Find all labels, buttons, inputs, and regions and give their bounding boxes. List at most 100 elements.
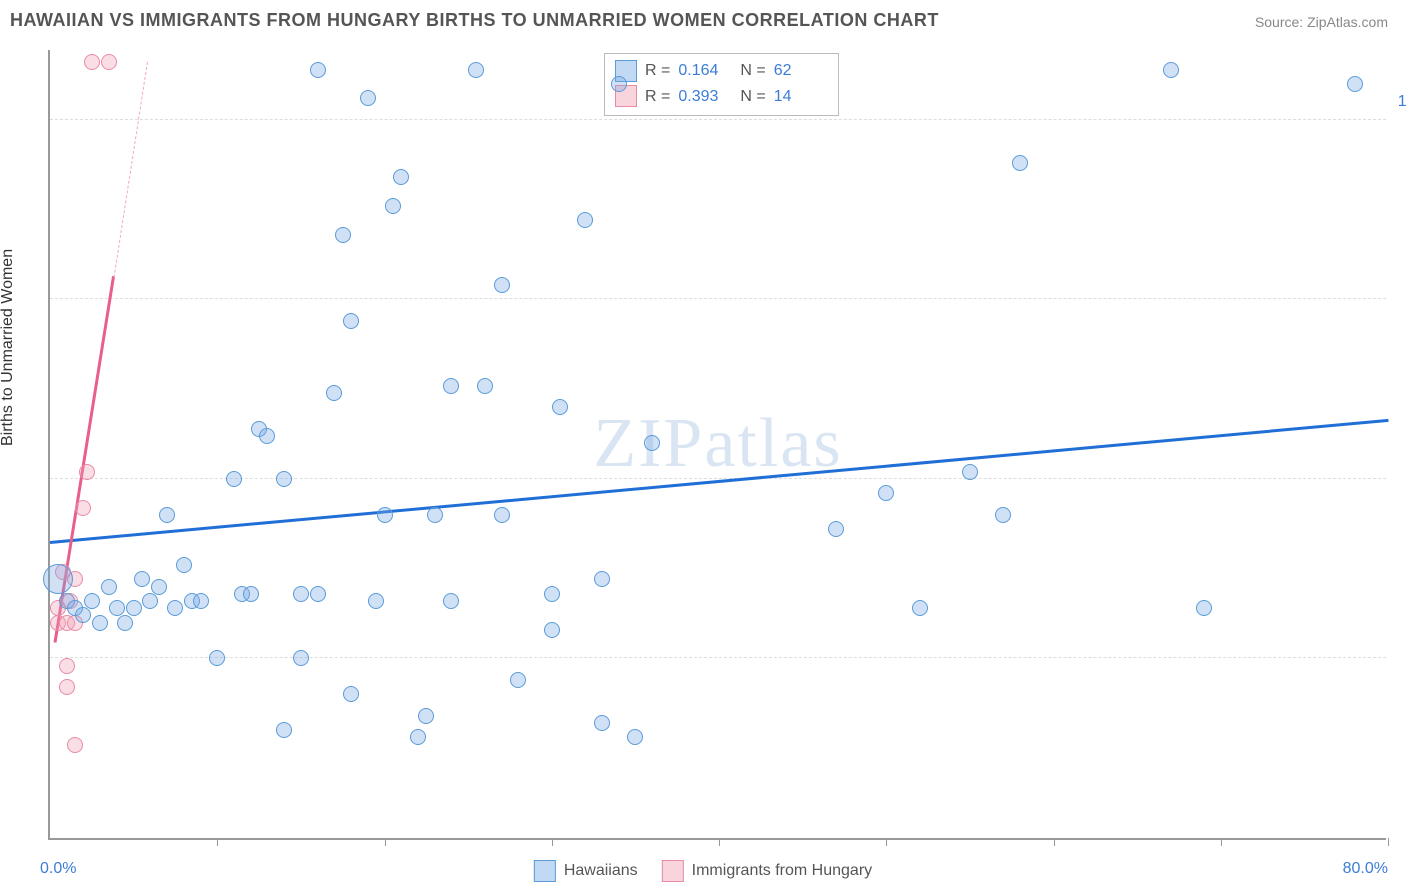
scatter-point-hawaiian	[1012, 155, 1028, 171]
scatter-point-hawaiian	[293, 650, 309, 666]
source-credit: Source: ZipAtlas.com	[1255, 14, 1388, 30]
scatter-point-hungary	[59, 679, 75, 695]
y-tick-label: 100.0%	[1398, 93, 1406, 111]
scatter-point-hawaiian	[594, 571, 610, 587]
plot-area: ZIPatlas R =0.164N =62R =0.393N =14 25.0…	[48, 50, 1386, 840]
x-tick	[1388, 838, 1389, 846]
scatter-point-hawaiian	[611, 76, 627, 92]
legend-item: Immigrants from Hungary	[662, 860, 873, 882]
scatter-point-hawaiian	[117, 615, 133, 631]
legend-item: Hawaiians	[534, 860, 638, 882]
stat-n-label: N =	[740, 84, 765, 110]
scatter-point-hawaiian	[343, 313, 359, 329]
stat-n-label: N =	[740, 58, 765, 84]
scatter-point-hawaiian	[544, 586, 560, 602]
scatter-point-hawaiian	[427, 507, 443, 523]
scatter-point-hungary	[79, 464, 95, 480]
x-tick	[886, 838, 887, 846]
gridline-h	[50, 657, 1386, 658]
x-tick	[217, 838, 218, 846]
scatter-point-hawaiian	[594, 715, 610, 731]
scatter-point-hawaiian	[377, 507, 393, 523]
scatter-point-hawaiian	[343, 686, 359, 702]
stat-n-value: 14	[774, 84, 828, 110]
scatter-point-hawaiian	[510, 672, 526, 688]
scatter-point-hawaiian	[1347, 76, 1363, 92]
scatter-point-hawaiian	[577, 212, 593, 228]
scatter-point-hawaiian	[477, 378, 493, 394]
scatter-point-hawaiian	[385, 198, 401, 214]
scatter-point-hawaiian	[544, 622, 560, 638]
scatter-point-hawaiian	[43, 564, 73, 594]
scatter-point-hawaiian	[644, 435, 660, 451]
scatter-point-hawaiian	[243, 586, 259, 602]
scatter-point-hawaiian	[443, 593, 459, 609]
scatter-point-hawaiian	[259, 428, 275, 444]
scatter-point-hungary	[67, 737, 83, 753]
scatter-point-hawaiian	[276, 722, 292, 738]
x-tick	[1054, 838, 1055, 846]
scatter-point-hawaiian	[151, 579, 167, 595]
scatter-point-hawaiian	[828, 521, 844, 537]
scatter-point-hawaiian	[410, 729, 426, 745]
scatter-point-hungary	[101, 54, 117, 70]
scatter-point-hawaiian	[368, 593, 384, 609]
scatter-point-hawaiian	[326, 385, 342, 401]
scatter-point-hawaiian	[335, 227, 351, 243]
series-swatch	[534, 860, 556, 882]
scatter-point-hawaiian	[293, 586, 309, 602]
scatter-point-hawaiian	[912, 600, 928, 616]
series-swatch	[662, 860, 684, 882]
scatter-point-hawaiian	[126, 600, 142, 616]
scatter-point-hawaiian	[494, 507, 510, 523]
gridline-h	[50, 298, 1386, 299]
scatter-point-hawaiian	[962, 464, 978, 480]
stat-r-label: R =	[645, 58, 670, 84]
stats-legend-box: R = 0.164 N = 62 R = 0.393 N = 14	[604, 53, 839, 116]
scatter-point-hawaiian	[101, 579, 117, 595]
scatter-point-hawaiian	[75, 607, 91, 623]
stat-r-value: 0.393	[678, 84, 732, 110]
scatter-point-hawaiian	[209, 650, 225, 666]
trend-line	[113, 62, 147, 278]
scatter-point-hawaiian	[1163, 62, 1179, 78]
chart-title: HAWAIIAN VS IMMIGRANTS FROM HUNGARY BIRT…	[10, 10, 939, 31]
scatter-point-hawaiian	[226, 471, 242, 487]
series-legend: Hawaiians Immigrants from Hungary	[534, 860, 872, 882]
trend-line	[50, 418, 1388, 543]
scatter-point-hawaiian	[84, 593, 100, 609]
scatter-point-hawaiian	[310, 62, 326, 78]
scatter-point-hawaiian	[360, 90, 376, 106]
scatter-point-hawaiian	[468, 62, 484, 78]
scatter-point-hawaiian	[443, 378, 459, 394]
stat-n-value: 62	[774, 58, 828, 84]
stats-row: R = 0.164 N = 62	[615, 58, 828, 84]
x-axis-max-label: 80.0%	[1343, 860, 1388, 878]
scatter-point-hawaiian	[92, 615, 108, 631]
scatter-point-hawaiian	[176, 557, 192, 573]
scatter-point-hungary	[75, 500, 91, 516]
x-tick	[552, 838, 553, 846]
gridline-h	[50, 478, 1386, 479]
scatter-point-hawaiian	[134, 571, 150, 587]
scatter-point-hawaiian	[494, 277, 510, 293]
stat-r-value: 0.164	[678, 58, 732, 84]
scatter-point-hawaiian	[552, 399, 568, 415]
x-tick	[385, 838, 386, 846]
legend-label: Hawaiians	[564, 862, 638, 880]
scatter-point-hawaiian	[276, 471, 292, 487]
scatter-point-hungary	[84, 54, 100, 70]
correlation-chart: HAWAIIAN VS IMMIGRANTS FROM HUNGARY BIRT…	[0, 0, 1406, 892]
stats-row: R = 0.393 N = 14	[615, 84, 828, 110]
scatter-point-hawaiian	[878, 485, 894, 501]
scatter-point-hawaiian	[142, 593, 158, 609]
x-tick	[1221, 838, 1222, 846]
x-axis-origin-label: 0.0%	[40, 860, 76, 878]
scatter-point-hawaiian	[159, 507, 175, 523]
scatter-point-hawaiian	[167, 600, 183, 616]
stat-r-label: R =	[645, 84, 670, 110]
scatter-point-hawaiian	[627, 729, 643, 745]
y-axis-label: Births to Unmarried Women	[0, 249, 17, 446]
gridline-h	[50, 119, 1386, 120]
scatter-point-hawaiian	[1196, 600, 1212, 616]
